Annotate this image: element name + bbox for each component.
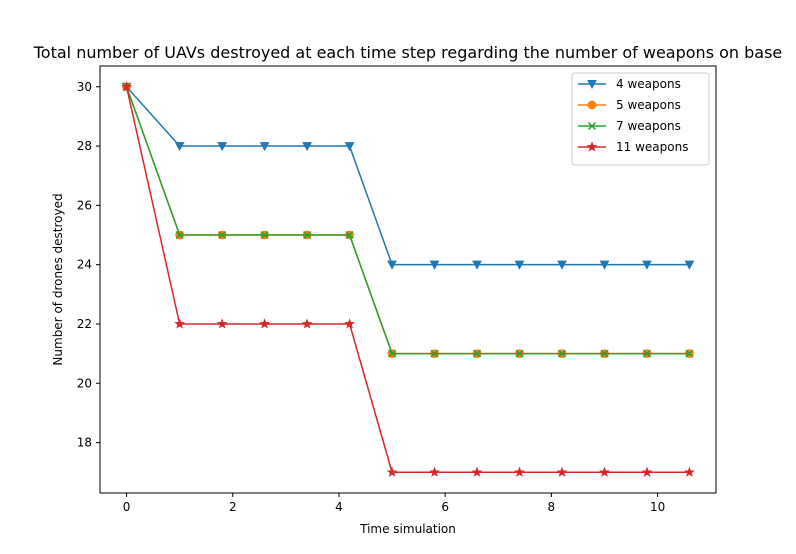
- x-tick-label: 10: [650, 500, 665, 514]
- data-point: [473, 349, 482, 358]
- data-point: [344, 318, 355, 329]
- data-point: [259, 142, 270, 152]
- data-point: [600, 349, 609, 358]
- data-point: [429, 466, 440, 477]
- data-point: [175, 230, 184, 240]
- y-axis: 18 20 22 24 26 28 30: [77, 80, 100, 450]
- data-point: [386, 466, 398, 477]
- data-point: [472, 260, 482, 270]
- data-point: [301, 318, 313, 329]
- data-point: [471, 466, 483, 477]
- data-point: [684, 260, 695, 270]
- x-tick-label: 8: [548, 500, 556, 514]
- x-tick-label: 6: [441, 500, 449, 514]
- data-point: [121, 81, 132, 92]
- series-line: [125, 86, 690, 266]
- data-point: [218, 230, 227, 240]
- y-axis-label: Number of drones destroyed: [51, 193, 65, 365]
- chart-title: Total number of UAVs destroyed at each t…: [33, 43, 783, 62]
- y-tick-label: 18: [77, 436, 92, 450]
- legend-marker: [587, 121, 597, 131]
- data-point: [557, 349, 567, 358]
- data-point: [260, 230, 269, 240]
- data-point: [345, 230, 354, 240]
- data-point: [174, 318, 186, 329]
- data-point: [642, 260, 652, 270]
- legend-entry: 4 weapons: [578, 77, 681, 91]
- y-tick-label: 26: [77, 198, 92, 212]
- y-tick-label: 22: [77, 317, 92, 331]
- data-point: [684, 466, 695, 477]
- x-tick-label: 0: [123, 500, 131, 514]
- data-point: [217, 142, 228, 152]
- series-0: [121, 82, 695, 270]
- legend-label: 7 weapons: [616, 119, 681, 133]
- x-axis-label: Time simulation: [359, 522, 456, 536]
- data-point: [642, 349, 651, 358]
- data-point: [514, 260, 525, 270]
- series-line: [125, 86, 690, 355]
- legend-label: 5 weapons: [616, 98, 681, 112]
- data-point: [430, 349, 439, 358]
- data-point: [599, 466, 610, 477]
- data-point: [388, 349, 397, 358]
- legend-marker: [587, 80, 597, 90]
- legend-entry: 5 weapons: [578, 98, 681, 112]
- data-point: [599, 260, 610, 270]
- data-point: [514, 466, 525, 477]
- legend-label: 4 weapons: [616, 77, 681, 91]
- data-point: [515, 349, 524, 358]
- y-tick-label: 24: [77, 258, 92, 272]
- plot-area: [121, 81, 695, 477]
- legend-marker: [586, 141, 598, 152]
- x-axis: 0 2 4 6 8 10: [123, 493, 665, 514]
- y-tick-label: 30: [77, 80, 92, 94]
- legend-marker: [587, 100, 597, 110]
- data-point: [302, 142, 312, 152]
- data-point: [641, 466, 653, 477]
- data-point: [344, 142, 355, 152]
- data-point: [259, 318, 271, 329]
- legend-entry: 11 weapons: [578, 140, 688, 154]
- data-point: [556, 466, 568, 477]
- legend-entry: 7 weapons: [578, 119, 681, 133]
- data-point: [685, 349, 694, 358]
- data-point: [387, 260, 397, 270]
- data-point: [216, 318, 228, 329]
- data-point: [174, 142, 185, 152]
- legend: 4 weapons 5 weapons 7 weapons 11 weapons: [571, 72, 710, 166]
- x-tick-label: 4: [335, 500, 343, 514]
- x-tick-label: 2: [229, 500, 237, 514]
- data-point: [557, 260, 567, 270]
- data-point: [303, 230, 312, 240]
- plot-frame: [99, 65, 717, 494]
- y-tick-label: 28: [77, 139, 92, 153]
- series-3: [121, 81, 695, 477]
- legend-box: [571, 72, 710, 166]
- series-line: [125, 86, 690, 473]
- data-point: [429, 260, 440, 270]
- legend-label: 11 weapons: [616, 140, 688, 154]
- y-tick-label: 20: [77, 376, 92, 390]
